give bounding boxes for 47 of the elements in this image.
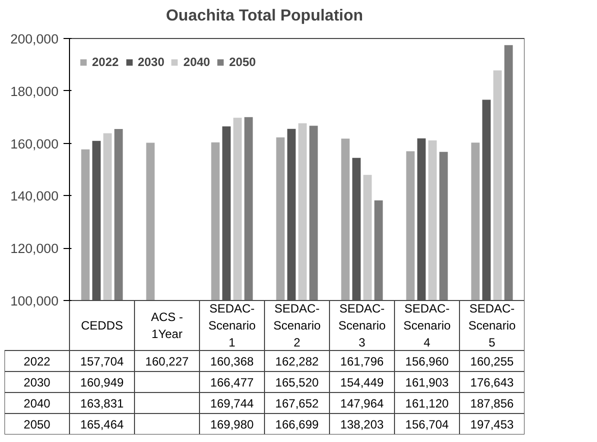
data-label: 166,699	[275, 418, 320, 432]
data-label: 165,464	[80, 418, 124, 432]
y-tick-label: 180,000	[10, 84, 59, 99]
text: 2030	[24, 376, 50, 390]
data-label: 163,831	[80, 396, 124, 410]
data-label: 161,903	[405, 376, 450, 390]
data-label: 169,744	[210, 396, 254, 410]
chart-title: Ouachita Total Population	[166, 8, 364, 24]
legend-label: 2022	[92, 55, 119, 69]
y-tick-label: 200,000	[10, 32, 59, 46]
data-label: 160,227	[145, 354, 190, 368]
data-label: 160,368	[210, 354, 254, 368]
data-label: 157,704	[80, 354, 124, 368]
data-label: 156,704	[405, 418, 450, 432]
text: 2022	[24, 354, 50, 368]
legend-label: 2050	[229, 55, 256, 69]
x-tick-label: SEDAC-Scenario 2	[273, 302, 322, 350]
data-label: 147,964	[340, 396, 384, 410]
data-label: 169,980	[210, 418, 254, 432]
y-tick-label: 100,000	[10, 294, 59, 308]
data-label: 154,449	[340, 376, 384, 390]
data-label: 167,652	[275, 396, 320, 410]
data-label: 161,120	[405, 396, 450, 410]
y-tick-label: 120,000	[10, 241, 59, 256]
data-label: 187,856	[470, 396, 514, 410]
x-tick-label: CEDDS	[80, 318, 124, 332]
text: 2040	[24, 396, 50, 410]
data-label: 162,282	[275, 354, 320, 368]
legend-label: 2040	[183, 55, 210, 69]
data-label: 160,949	[80, 376, 124, 390]
data-label: 156,960	[405, 354, 450, 368]
data-label: 161,796	[340, 354, 384, 368]
y-tick-label: 140,000	[10, 188, 59, 204]
legend-label: 2030	[138, 55, 164, 69]
x-tick-label: SEDAC-Scenario 1	[208, 302, 256, 350]
data-label: 165,520	[275, 376, 320, 390]
x-tick-label: SEDAC-Scenario 4	[403, 302, 452, 350]
x-tick-label: ACS - 1Year	[151, 310, 184, 341]
data-label: 160,255	[470, 354, 514, 368]
text: 2050	[24, 418, 50, 432]
data-label: 197,453	[470, 418, 514, 432]
data-label: 138,203	[340, 418, 384, 432]
y-tick-label: 160,000	[10, 136, 59, 152]
x-tick-label: SEDAC-Scenario 5	[468, 302, 516, 350]
x-tick-label: SEDAC-Scenario 3	[338, 302, 386, 350]
data-label: 176,643	[470, 376, 514, 390]
data-label: 166,477	[210, 376, 254, 390]
